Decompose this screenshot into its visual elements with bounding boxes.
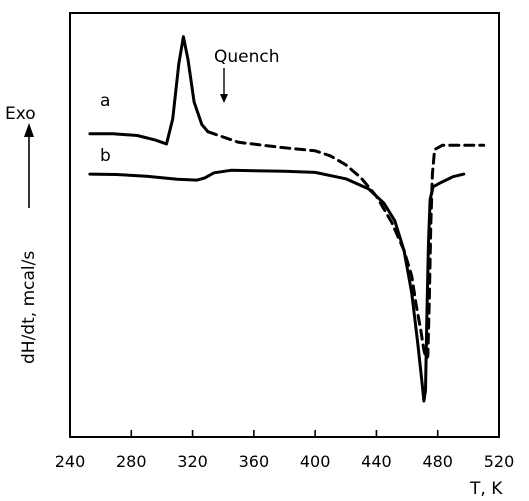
x-tick-label: 400 bbox=[300, 452, 331, 471]
plot-frame bbox=[69, 12, 500, 438]
x-tick-label: 240 bbox=[55, 452, 86, 471]
quench-label: Quench bbox=[214, 47, 280, 67]
quench-arrow-head bbox=[220, 94, 228, 103]
x-tick-label: 520 bbox=[484, 452, 515, 471]
x-axis-label: T, K bbox=[469, 479, 503, 499]
exo-label: Exo bbox=[5, 104, 36, 124]
series-a-solid-line bbox=[88, 35, 210, 146]
x-tick-label: 440 bbox=[361, 452, 392, 471]
x-tick-label: 320 bbox=[177, 452, 208, 471]
series-a-label: a bbox=[100, 91, 110, 111]
y-axis-arrow-head bbox=[24, 123, 34, 137]
series-b-solid-line bbox=[88, 168, 466, 403]
x-tick-label: 480 bbox=[422, 452, 453, 471]
series-b-label: b bbox=[100, 146, 111, 166]
series-layer bbox=[88, 35, 486, 403]
x-tick-label: 360 bbox=[239, 452, 270, 471]
x-axis-ticks: 240 280 320 360 400 440 480 520 bbox=[55, 430, 515, 471]
y-axis-label: dH/dt, mcal/s bbox=[19, 251, 39, 364]
y-axis-label-group: Exo dH/dt, mcal/s bbox=[5, 104, 39, 364]
series-a-dashed-line bbox=[206, 130, 486, 361]
x-tick-label: 280 bbox=[116, 452, 147, 471]
quench-annotation: Quench bbox=[214, 47, 280, 103]
